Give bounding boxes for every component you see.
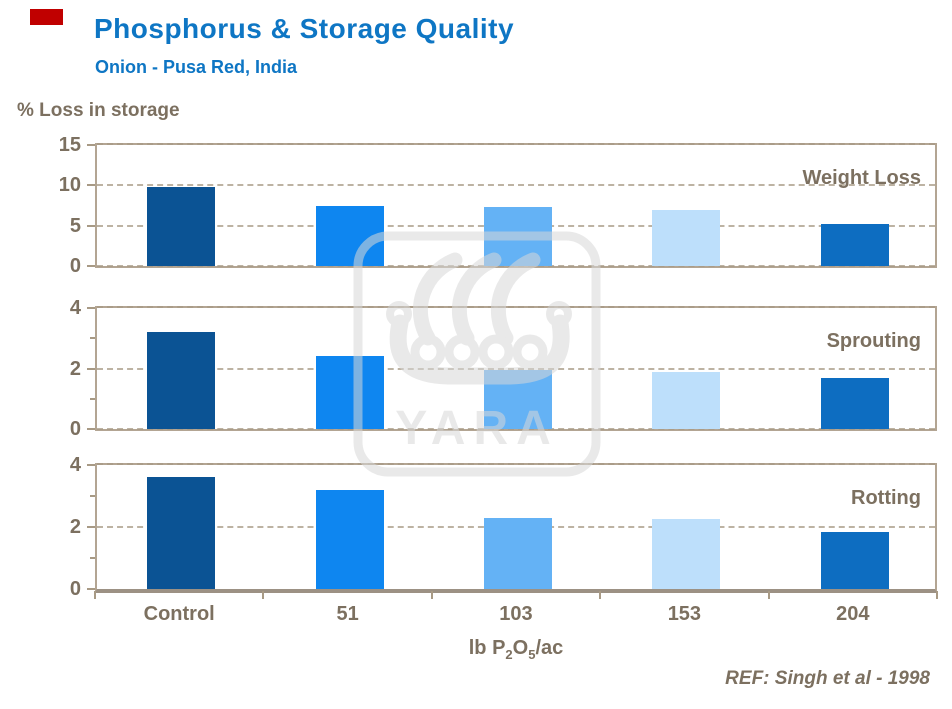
y-tick-label: 5 [69,214,81,237]
bar-control-rotting [147,477,216,589]
x-tick [262,591,265,599]
y-tick-label: 15 [58,134,81,156]
y-tick-label: 2 [69,516,81,538]
y-tick [87,224,95,227]
bar-153-sprouting [652,371,721,429]
x-tick [936,591,938,599]
x-axis-title-sub: 2 [505,647,513,662]
x-category-label: 51 [336,603,359,625]
y-tick [87,307,95,309]
series-label-weight-loss: Weight Loss [802,167,921,189]
bar-51-weight-loss [315,205,384,266]
x-category-label: 103 [499,603,533,625]
y-tick-label: 2 [69,357,81,380]
y-axis-super-title: % Loss in storage [17,100,180,121]
x-tick [430,591,433,599]
bar-103-weight-loss [484,207,552,266]
y-tick [87,184,95,187]
bar-103-sprouting [484,370,552,429]
x-tick [94,591,96,599]
bar-204-sprouting [820,377,889,429]
y-tick [87,265,95,267]
series-label-rotting: Rotting [851,487,921,509]
x-axis-title: lb P2O5/ac [95,637,937,662]
bar-control-weight-loss [147,186,216,266]
x-category-label: 153 [667,603,702,625]
x-axis-title-text: lb P [468,637,506,659]
bar-204-rotting [820,531,889,589]
y-tick [87,367,95,370]
x-tick [599,591,602,599]
series-label-sprouting: Sprouting [826,330,921,352]
x-category-label: Control [143,603,215,625]
bar-51-sprouting [315,356,384,429]
gridline [97,463,935,465]
y-tick-label: 0 [69,418,81,440]
bar-51-rotting [315,489,384,589]
y-tick [87,428,95,430]
x-axis-title-text: /ac [535,637,564,659]
page-title: Phosphorus & Storage Quality [94,13,515,44]
bar-control-sprouting [147,332,216,429]
y-tick [87,526,95,528]
y-tick-label: 4 [69,454,81,476]
gridline [97,143,935,145]
reference-text: REF: Singh et al - 1998 [725,668,930,689]
gridline [97,184,935,187]
y-minor-tick [90,557,95,559]
chart-panel-rotting: 0 2 4 Rotting [70,454,937,600]
page-subtitle: Onion - Pusa Red, India [95,57,298,77]
y-tick-label: 4 [69,297,81,319]
bar-103-rotting [484,517,552,589]
y-tick [87,464,95,466]
y-tick-label: 10 [58,174,81,197]
chart-panel-sprouting: 0 2 4 Sprouting [70,297,937,440]
chart-panel-weight-loss: 0 5 10 15 Weight Loss [59,134,937,277]
y-minor-tick [90,337,95,340]
x-category-label: 204 [836,603,870,625]
x-axis-title-text: O [512,637,529,659]
y-tick-label: 0 [69,255,81,277]
y-tick [87,144,95,146]
bar-153-weight-loss [652,210,721,266]
y-minor-tick [90,495,95,497]
y-tick-label: 0 [69,578,81,600]
x-axis-title-sub: 5 [528,647,536,662]
x-tick [767,591,770,599]
y-tick [87,588,95,590]
bar-204-weight-loss [820,224,889,266]
y-minor-tick [90,397,95,400]
gridline [97,306,935,308]
bar-153-rotting [652,519,721,589]
red-corner-marker [30,9,63,25]
